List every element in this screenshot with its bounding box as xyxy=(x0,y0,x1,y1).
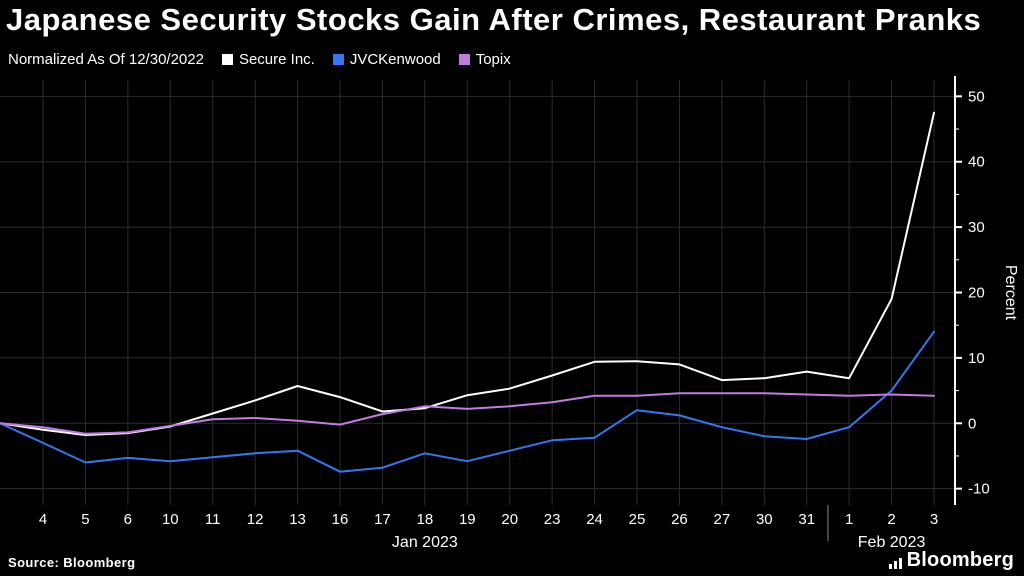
svg-text:30: 30 xyxy=(756,511,773,528)
legend-swatch xyxy=(221,54,233,65)
svg-text:4: 4 xyxy=(39,511,47,528)
legend-item-topix: Topix xyxy=(458,51,511,68)
svg-text:26: 26 xyxy=(671,511,688,528)
svg-text:25: 25 xyxy=(629,511,646,528)
legend-label: Topix xyxy=(475,51,511,68)
legend-swatch xyxy=(332,54,344,65)
svg-text:18: 18 xyxy=(417,511,434,528)
svg-text:40: 40 xyxy=(968,154,985,171)
svg-text:10: 10 xyxy=(968,350,985,367)
svg-text:3: 3 xyxy=(930,511,938,528)
svg-text:17: 17 xyxy=(374,511,391,528)
svg-text:16: 16 xyxy=(332,511,349,528)
bloomberg-logo: Bloomberg xyxy=(888,549,1014,572)
legend-items: Secure Inc. JVCKenwood Topix xyxy=(221,51,511,68)
svg-text:Feb 2023: Feb 2023 xyxy=(858,534,926,551)
legend-item-secure-inc-: Secure Inc. xyxy=(221,51,315,68)
legend-note: Normalized As Of 12/30/2022 xyxy=(8,51,204,68)
svg-text:1: 1 xyxy=(845,511,853,528)
svg-text:Percent: Percent xyxy=(1002,265,1019,321)
legend-label: Secure Inc. xyxy=(238,51,315,68)
svg-text:30: 30 xyxy=(968,219,985,236)
svg-text:11: 11 xyxy=(205,511,221,528)
svg-text:20: 20 xyxy=(968,285,985,302)
svg-text:31: 31 xyxy=(798,511,815,528)
svg-text:10: 10 xyxy=(162,511,179,528)
legend: Normalized As Of 12/30/2022 Secure Inc. J… xyxy=(8,51,511,68)
legend-swatch xyxy=(458,54,470,65)
svg-text:27: 27 xyxy=(714,511,731,528)
svg-text:23: 23 xyxy=(544,511,561,528)
svg-text:2: 2 xyxy=(887,511,895,528)
svg-text:19: 19 xyxy=(459,511,476,528)
svg-text:13: 13 xyxy=(289,511,306,528)
svg-text:12: 12 xyxy=(247,511,264,528)
svg-text:0: 0 xyxy=(968,415,976,432)
legend-item-jvckenwood: JVCKenwood xyxy=(332,51,441,68)
page-title: Japanese Security Stocks Gain After Crim… xyxy=(6,2,982,37)
bloomberg-bars-icon xyxy=(888,558,902,572)
svg-text:5: 5 xyxy=(81,511,89,528)
svg-text:20: 20 xyxy=(501,511,518,528)
bloomberg-wordmark: Bloomberg xyxy=(906,549,1014,571)
svg-text:-10: -10 xyxy=(968,481,990,498)
svg-text:50: 50 xyxy=(968,88,985,105)
svg-text:24: 24 xyxy=(586,511,603,528)
svg-text:6: 6 xyxy=(124,511,132,528)
source-label: Source: Bloomberg xyxy=(8,555,136,570)
legend-label: JVCKenwood xyxy=(349,51,441,68)
svg-text:Jan 2023: Jan 2023 xyxy=(392,534,458,551)
